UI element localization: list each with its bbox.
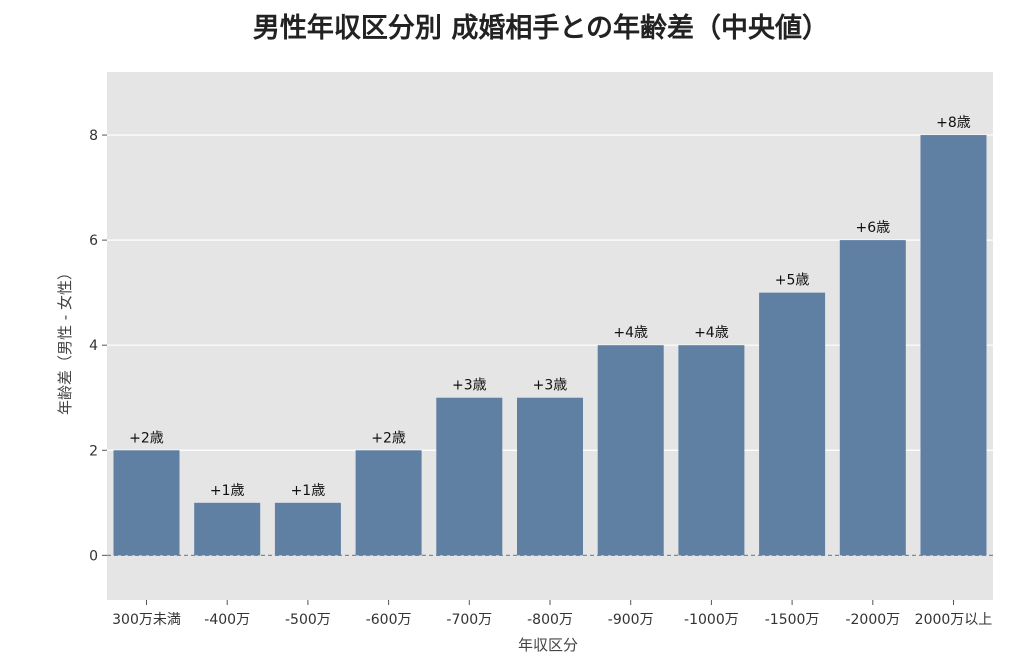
- bar: [759, 292, 826, 556]
- bar: [194, 502, 261, 556]
- bar: [113, 450, 180, 556]
- y-tick-label: 8: [89, 128, 98, 144]
- data-label: +3歳: [533, 378, 568, 394]
- x-tick-label: 300万未満: [112, 612, 181, 628]
- x-tick-label: -900万: [608, 612, 654, 628]
- bar: [920, 135, 987, 556]
- bar: [678, 345, 745, 556]
- x-tick-label: -600万: [366, 612, 412, 628]
- x-tick-label: -2000万: [845, 612, 900, 628]
- bar: [355, 450, 422, 556]
- y-axis-label: 年齢差（男性 - 女性）: [56, 265, 74, 415]
- x-tick-label: -1500万: [765, 612, 820, 628]
- x-axis-ticks: 300万未満 -400万 -500万 -600万 -700万 -800万 -900万 -100…: [112, 600, 992, 628]
- x-axis-label: 年収区分: [518, 636, 578, 654]
- x-tick-label: -700万: [446, 612, 492, 628]
- bar: [436, 397, 503, 556]
- y-tick-label: 6: [89, 233, 98, 249]
- bar: [517, 397, 583, 556]
- chart-title: 男性年収区分別 成婚相手との年齢差（中央値）: [253, 12, 829, 44]
- y-tick-label: 2: [89, 443, 98, 459]
- y-tick-label: 0: [89, 548, 98, 564]
- data-label: +4歳: [613, 325, 648, 341]
- data-labels: +2歳 +1歳 +1歳 +2歳 +3歳 +3歳 +4歳 +4歳 +5歳 +6歳 +8歳: [129, 115, 971, 499]
- x-tick-label: -500万: [285, 612, 331, 628]
- y-tick-label: 4: [89, 338, 98, 354]
- data-label: +2歳: [371, 430, 406, 446]
- data-label: +1歳: [291, 483, 326, 499]
- data-label: +5歳: [775, 273, 810, 289]
- data-label: +2歳: [129, 430, 164, 446]
- data-label: +1歳: [210, 483, 245, 499]
- x-tick-label: 2000万以上: [915, 612, 993, 628]
- x-tick-label: -800万: [527, 612, 573, 628]
- data-label: +8歳: [936, 115, 971, 131]
- bars: [113, 135, 987, 556]
- bar: [597, 345, 664, 556]
- bar: [839, 240, 906, 556]
- data-label: +4歳: [694, 325, 729, 341]
- data-label: +3歳: [452, 378, 487, 394]
- y-axis-ticks: 0 2 4 6 8: [89, 128, 107, 564]
- x-tick-label: -400万: [204, 612, 250, 628]
- bar: [274, 502, 341, 556]
- data-label: +6歳: [855, 220, 890, 236]
- x-tick-label: -1000万: [684, 612, 739, 628]
